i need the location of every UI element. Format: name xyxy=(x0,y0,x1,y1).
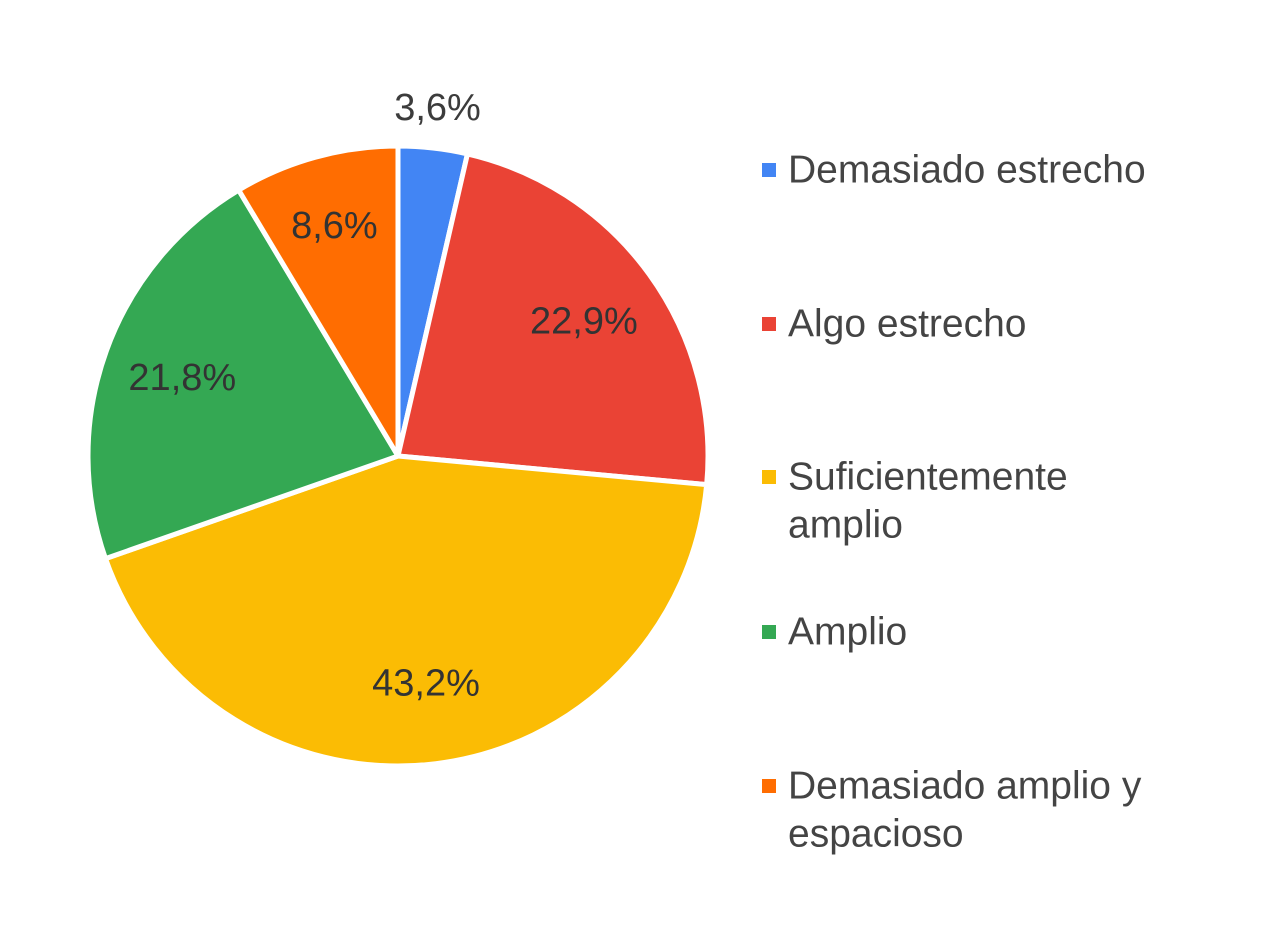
slice-value-label-4: 21,8% xyxy=(128,357,236,399)
legend-item-5: Demasiado amplio y espacioso xyxy=(762,765,1142,856)
slice-value-label-2: 22,9% xyxy=(530,301,638,343)
legend-label-4: Amplio xyxy=(788,611,907,654)
pie-slice-3 xyxy=(102,453,710,769)
legend: Demasiado estrecho Algo estrecho Suficient… xyxy=(762,149,1146,856)
pie-slice-2 xyxy=(395,151,711,488)
legend-item-3: Suficientemente amplio xyxy=(762,456,1068,547)
legend-marker-3 xyxy=(762,470,776,484)
slice-value-label-1: 3,6% xyxy=(394,87,481,129)
legend-marker-1 xyxy=(762,163,776,177)
pie-slices xyxy=(85,143,711,769)
legend-label-3: Suficientemente amplio xyxy=(788,456,1068,547)
pie-value-labels: 3,6% 22,9% 43,2% 21,8% 8,6% xyxy=(128,87,637,705)
legend-label-5: Demasiado amplio y espacioso xyxy=(788,765,1142,856)
legend-item-2: Algo estrecho xyxy=(762,303,1026,346)
pie-slice-5 xyxy=(236,143,401,459)
legend-marker-2 xyxy=(762,317,776,331)
legend-item-1: Demasiado estrecho xyxy=(762,149,1146,192)
slice-value-label-3: 43,2% xyxy=(372,663,480,705)
legend-label-2: Algo estrecho xyxy=(788,303,1026,346)
legend-marker-5 xyxy=(762,779,776,793)
pie-slice-4 xyxy=(85,187,401,562)
legend-marker-4 xyxy=(762,625,776,639)
slice-value-label-5: 8,6% xyxy=(291,205,378,247)
legend-label-1: Demasiado estrecho xyxy=(788,149,1146,192)
legend-item-4: Amplio xyxy=(762,611,907,654)
